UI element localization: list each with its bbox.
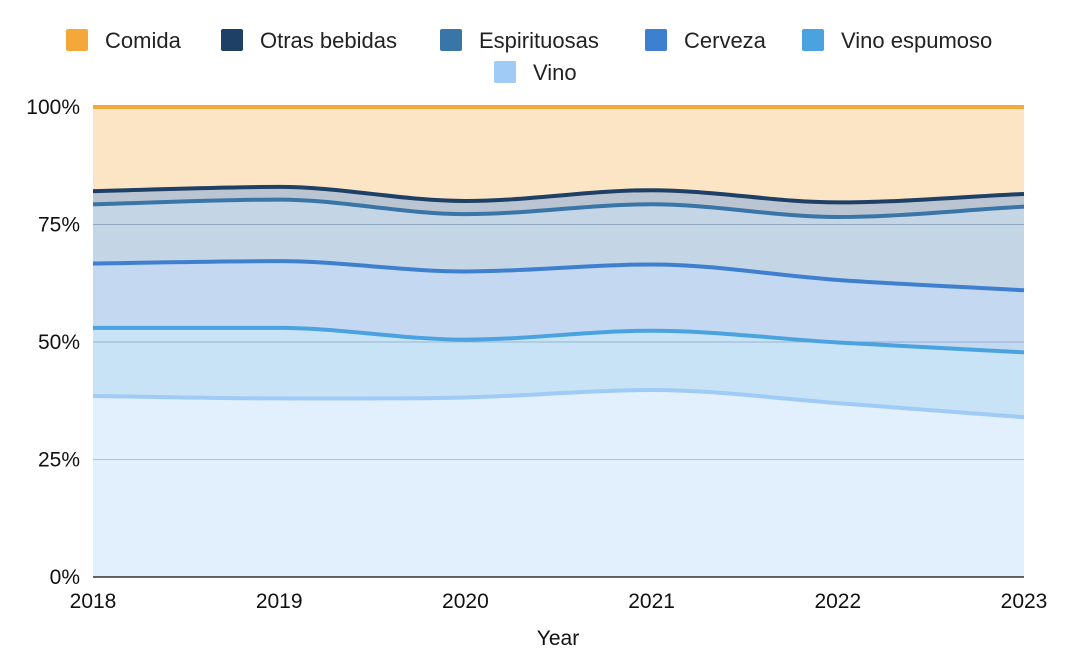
- legend-item-cerveza: Cerveza: [645, 28, 767, 53]
- x-tick-label: 2018: [70, 590, 117, 613]
- legend-label: Vino espumoso: [841, 28, 992, 53]
- legend-item-espirituosas: Espirituosas: [440, 28, 599, 53]
- area-comida: [93, 107, 1024, 203]
- line-cerveza: [92, 259, 1025, 293]
- y-tick-label: 100%: [26, 96, 80, 119]
- legend-item-vino: Vino: [494, 60, 577, 85]
- legend-swatch: [645, 29, 667, 51]
- x-tick-label: 2021: [628, 590, 675, 613]
- line-otras-bebidas: [92, 184, 1025, 205]
- legend-label: Otras bebidas: [260, 28, 397, 53]
- legend-label: Comida: [105, 28, 182, 53]
- area-espirituosas: [93, 199, 1024, 291]
- x-tick-label: 2023: [1001, 590, 1048, 613]
- area-vino-espumoso: [93, 327, 1024, 418]
- areas: [93, 107, 1024, 577]
- legend-label: Vino: [533, 60, 577, 85]
- legend-item-otras-bebidas: Otras bebidas: [221, 28, 397, 53]
- legend-swatch: [802, 29, 824, 51]
- y-tick-label: 25%: [38, 449, 80, 472]
- x-axis-title: Year: [537, 627, 579, 650]
- y-tick-label: 75%: [38, 214, 80, 237]
- x-tick-label: 2020: [442, 590, 489, 613]
- gridlines: [93, 224, 1024, 460]
- area-otras-bebidas: [93, 186, 1024, 217]
- series-lines: [92, 104, 1025, 420]
- legend-label: Cerveza: [684, 28, 767, 53]
- x-tick-label: 2019: [256, 590, 303, 613]
- legend-swatch: [66, 29, 88, 51]
- line-vino-espumoso: [93, 325, 1025, 355]
- y-tick-label: 50%: [38, 331, 80, 354]
- legend-item-vino-espumoso: Vino espumoso: [802, 28, 992, 53]
- line-espirituosas: [92, 197, 1025, 219]
- legend-swatch: [221, 29, 243, 51]
- legend-item-comida: Comida: [66, 28, 182, 53]
- legend-swatch: [440, 29, 462, 51]
- legend-label: Espirituosas: [479, 28, 599, 53]
- legend-swatch: [494, 61, 516, 83]
- legend: Comida Otras bebidas Espirituosas Cerveza Vi…: [66, 28, 992, 85]
- area-vino: [93, 389, 1024, 577]
- y-tick-label: 0%: [50, 566, 80, 589]
- line-vino: [92, 387, 1025, 420]
- axes: 0% 25% 50% 75% 100% 2018 2019 2020 2021 2022 2023: [26, 96, 1047, 613]
- x-tick-label: 2022: [814, 590, 861, 613]
